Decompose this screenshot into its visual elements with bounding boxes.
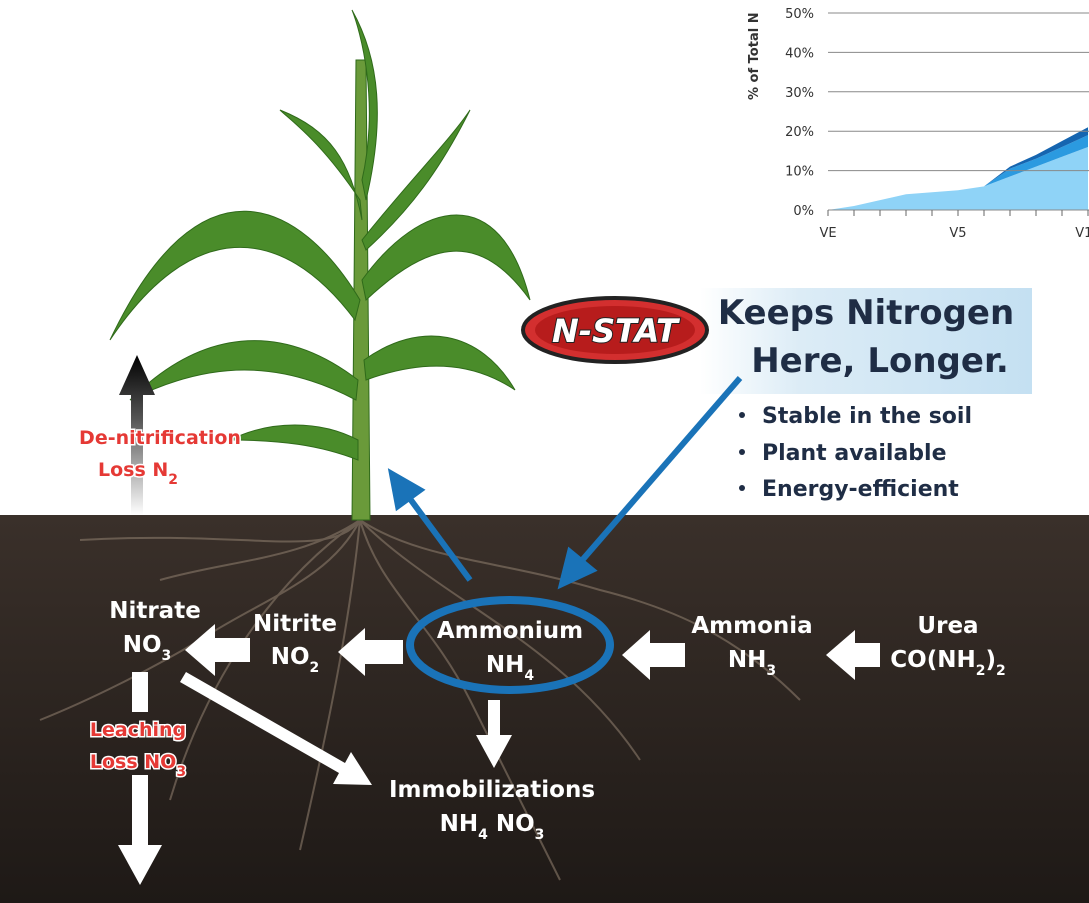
- node-name: Immobilizations: [389, 777, 595, 803]
- formula-part: Loss N: [98, 459, 168, 481]
- banner-line: Here, Longer.: [751, 341, 1009, 381]
- subscript: 3: [535, 827, 545, 843]
- logo-text: N-STAT: [552, 312, 680, 350]
- node-name: Nitrite: [253, 611, 337, 637]
- corn-plant: [109, 9, 531, 521]
- subscript: 4: [478, 827, 488, 843]
- loss-title: De-nitrification: [79, 427, 241, 449]
- formula: NH4 NO3: [440, 811, 545, 843]
- bullet-dot: [739, 485, 745, 491]
- subscript: 2: [310, 660, 320, 676]
- highlight-ring: [406, 596, 614, 694]
- growth-chart: 0% 10% 20% 30% 40% 50% VE V5 V10 % of Total N: [747, 7, 1089, 241]
- node-name: Nitrate: [109, 598, 201, 624]
- formula: CO(NH2)2: [890, 647, 1005, 679]
- y-tick-label: 40%: [785, 46, 814, 61]
- bullet-dot: [739, 449, 745, 455]
- x-tick-label: V5: [949, 226, 966, 241]
- node-name: Ammonia: [691, 613, 812, 639]
- x-tick-label: VE: [819, 226, 836, 241]
- area: [828, 146, 1088, 210]
- y-tick-label: 20%: [785, 125, 814, 140]
- subscript: 3: [162, 648, 172, 664]
- node-name: Ammonium: [437, 618, 583, 644]
- banner-background: [700, 288, 1032, 394]
- formula-part: NH: [440, 811, 479, 837]
- y-tick-label: 50%: [785, 7, 814, 22]
- formula: Loss NO3: [90, 751, 186, 780]
- subscript: 2: [976, 663, 986, 679]
- process-arrows: [118, 624, 880, 885]
- subscript: 4: [524, 668, 534, 684]
- subscript: 3: [766, 663, 776, 679]
- x-tick-label: V10: [1075, 226, 1089, 241]
- soil: [0, 515, 1089, 903]
- bullet: Energy-efficient: [762, 477, 959, 502]
- formula: Loss N2: [98, 459, 178, 488]
- subscript: 3: [176, 764, 186, 780]
- formula: NH3: [728, 647, 776, 679]
- formula-part: NO: [488, 811, 535, 837]
- formula-part: NH: [486, 652, 525, 678]
- formula: NO3: [123, 632, 172, 664]
- y-tick-label: 30%: [785, 86, 814, 101]
- subscript: 2: [996, 663, 1006, 679]
- bullet-dot: [739, 412, 745, 418]
- formula-part: NO: [123, 632, 162, 658]
- y-tick-label: 0%: [793, 204, 814, 219]
- bullet: Plant available: [762, 441, 947, 466]
- formula-part: ): [985, 647, 996, 673]
- bullet: Stable in the soil: [762, 404, 972, 429]
- formula-part: NH: [728, 647, 767, 673]
- blue-arrows: [387, 376, 743, 590]
- formula-part: CO(NH: [890, 647, 975, 673]
- formula: NH4: [486, 652, 535, 684]
- formula-part: NO: [271, 644, 310, 670]
- denitrification-arrow: [119, 355, 155, 515]
- banner-line: Keeps Nitrogen: [718, 293, 1014, 333]
- formula-part: Loss NO: [90, 751, 176, 773]
- y-axis-label: % of Total N: [747, 12, 762, 100]
- node-name: Urea: [917, 613, 978, 639]
- logo: N-STAT: [521, 296, 709, 364]
- formula: NO2: [271, 644, 320, 676]
- subscript: 2: [168, 472, 178, 488]
- y-tick-label: 10%: [785, 165, 814, 180]
- labels: NitrateNO3NitriteNO2AmmoniumNH4AmmoniaNH…: [78, 426, 1006, 844]
- loss-title: Leaching: [90, 719, 186, 741]
- bullet-list: Stable in the soil Plant available Energ…: [739, 404, 972, 502]
